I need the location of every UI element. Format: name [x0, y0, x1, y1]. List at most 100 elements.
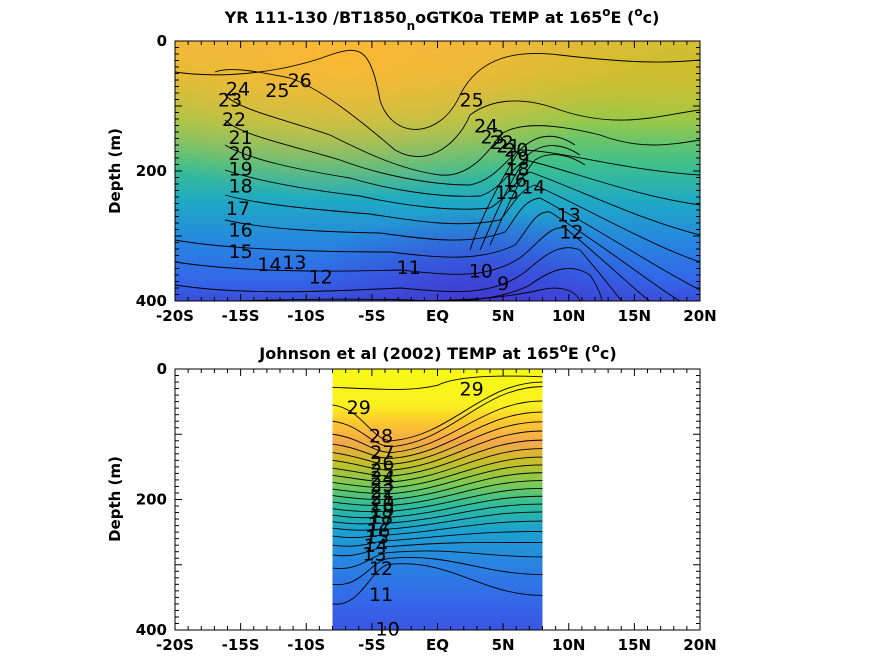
contour-label: 12 [309, 266, 333, 288]
contour-label: 22 [222, 109, 246, 131]
contour-label: 10 [469, 260, 493, 282]
y-tick-label: 400 [136, 292, 167, 310]
contour-label: 14 [257, 254, 281, 276]
contour-label: 23 [481, 127, 505, 149]
x-tick-label: -15S [222, 307, 260, 325]
contour-line [332, 495, 543, 519]
contour-lines-2 [332, 375, 543, 605]
panel-2: Johnson et al (2002) TEMP at 165oE (oc) … [106, 341, 717, 654]
y-tick-label: 200 [136, 162, 167, 180]
contour-label: 27 [370, 442, 394, 464]
contour-label: 14 [364, 535, 388, 557]
contour-label: 20 [229, 143, 253, 165]
contour-label: 10 [376, 619, 400, 641]
contour-label: 12 [369, 558, 393, 580]
contour-label: 13 [557, 205, 581, 227]
x-tick-label: 10N [552, 307, 585, 325]
contour-line [332, 503, 543, 525]
contour-label: 21 [496, 136, 520, 158]
contour-label: 11 [369, 584, 393, 606]
contour-label: 29 [347, 397, 371, 419]
x-tick-label: -10S [287, 307, 325, 325]
x-tick-label: 15N [618, 307, 651, 325]
contour-label: 25 [265, 80, 289, 102]
contour-label: 23 [218, 90, 242, 112]
chart-title-1: YR 111-130 /BT1850noGTK0a TEMP at 165oE … [224, 5, 660, 33]
x-tick-label: EQ [426, 636, 449, 654]
contour-label: 28 [369, 426, 393, 448]
y-axis-label-2: Depth (m) [106, 456, 124, 542]
contour-label: 24 [226, 78, 250, 100]
x-tick-label: -5S [358, 307, 385, 325]
contour-label: 12 [559, 221, 583, 243]
contour-line [332, 557, 543, 586]
contour-line [332, 531, 543, 547]
contour-label: 22 [490, 132, 514, 154]
contour-label: 13 [362, 544, 386, 566]
y-tick-label: 200 [136, 491, 167, 509]
contour-label: 23 [370, 474, 394, 496]
contour-label: 16 [229, 220, 253, 242]
contour-lines-1 [175, 49, 700, 301]
contour-line [332, 456, 543, 489]
y-tick-label: 400 [136, 621, 167, 639]
contour-label: 17 [226, 198, 250, 220]
contour-label: 16 [503, 169, 527, 191]
contour-label: 16 [366, 520, 390, 542]
y-axis-label-1: Depth (m) [106, 128, 124, 214]
contour-label: 21 [229, 127, 253, 149]
y-axis-2: 0 200 400 [136, 360, 700, 639]
contour-label: 18 [369, 507, 393, 529]
x-axis-1: -20S -15S -10S -5S EQ 5N 10N 15N 20N [156, 41, 717, 325]
contour-line [332, 448, 543, 483]
x-tick-label: -20S [156, 636, 194, 654]
contour-label: 24 [474, 116, 498, 138]
contour-line [332, 563, 543, 605]
contour-line [332, 480, 543, 506]
contour-line [332, 421, 543, 465]
contour-line [332, 550, 543, 569]
x-tick-label: 20N [683, 636, 716, 654]
contour-label: 13 [282, 252, 306, 274]
contour-label: 9 [497, 273, 509, 295]
contour-label: 25 [460, 90, 484, 112]
y-tick-label: 0 [157, 360, 167, 378]
contour-label: 15 [495, 182, 519, 204]
contour-label: 29 [460, 379, 484, 401]
contour-line [332, 542, 543, 557]
contour-label: 26 [370, 452, 394, 474]
chart-title-2: Johnson et al (2002) TEMP at 165oE (oc) [258, 341, 616, 363]
contour-label: 18 [229, 175, 253, 197]
x-tick-label: 5N [492, 636, 515, 654]
contour-line [332, 375, 543, 390]
contour-label: 19 [370, 500, 394, 522]
contour-label: 25 [370, 460, 394, 482]
x-tick-label: -10S [287, 636, 325, 654]
x-tick-label: 5N [492, 307, 515, 325]
contour-label: 18 [505, 158, 529, 180]
contour-line [332, 472, 543, 500]
x-tick-label: -20S [156, 307, 194, 325]
contour-label: 22 [370, 480, 394, 502]
contour-label: 19 [505, 148, 529, 170]
x-tick-label: -15S [222, 636, 260, 654]
contour-line [332, 386, 543, 448]
x-tick-label: 10N [552, 636, 585, 654]
contour-line [332, 439, 543, 477]
y-tick-label: 0 [157, 32, 167, 50]
x-axis-2: -20S -15S -10S -5S EQ 5N 10N 15N 20N [156, 369, 717, 654]
contour-line [332, 520, 543, 538]
x-tick-label: 20N [683, 307, 716, 325]
contour-line [332, 430, 543, 471]
contour-label: 14 [521, 177, 545, 199]
contour-label: 20 [370, 493, 394, 515]
x-tick-label: EQ [426, 307, 449, 325]
contour-label: 15 [229, 241, 253, 263]
contour-label: 15 [365, 527, 389, 549]
y-axis-1: 0 200 400 [136, 32, 700, 310]
contour-label: 11 [397, 257, 421, 279]
contour-label: 24 [370, 467, 394, 489]
contour-line [332, 511, 543, 531]
